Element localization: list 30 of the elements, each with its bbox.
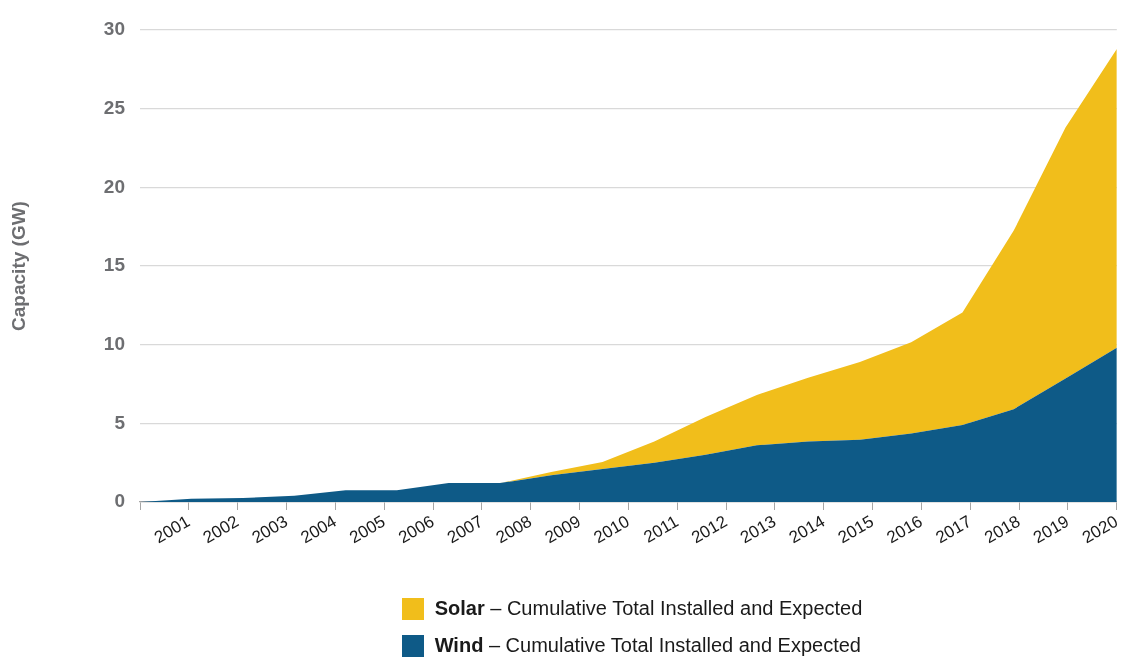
x-tick-label: 2012 — [688, 511, 731, 548]
x-tick-label: 2001 — [150, 511, 194, 548]
x-tick-label: 2008 — [492, 511, 536, 548]
x-tick-label: 2004 — [297, 511, 340, 548]
y-tick-label: 25 — [103, 96, 126, 118]
y-tick-label: 10 — [103, 332, 125, 354]
legend-label: Wind – Cumulative Total Installed and Expected — [434, 634, 861, 657]
y-axis-title: Capacity (GW) — [7, 201, 29, 331]
x-tick-label: 2005 — [346, 511, 389, 548]
x-tick-label: 2018 — [981, 511, 1024, 548]
x-tick-label: 2009 — [541, 511, 584, 548]
x-tick-label: 2015 — [834, 511, 877, 548]
x-tick-label: 2003 — [248, 511, 291, 548]
x-tick-label: 2006 — [395, 511, 438, 548]
x-tick-label: 2016 — [883, 511, 926, 548]
legend-label: Solar – Cumulative Total Installed and Expected — [434, 597, 863, 620]
x-tick-label: 2013 — [737, 511, 780, 548]
x-tick-label: 2007 — [443, 511, 487, 548]
x-tick-label: 2011 — [640, 511, 682, 547]
y-tick-label: 5 — [114, 411, 126, 433]
y-tick-label: 30 — [103, 18, 125, 40]
x-tick-label: 2014 — [785, 511, 829, 548]
y-tick-label: 0 — [114, 490, 125, 512]
x-tick-label: 2010 — [590, 511, 633, 548]
y-tick-label: 15 — [103, 254, 126, 276]
x-tick-label: 2017 — [932, 511, 975, 548]
x-tick-label: 2020 — [1078, 511, 1122, 548]
y-tick-label: 20 — [103, 175, 125, 197]
x-tick-label: 2019 — [1030, 511, 1073, 548]
x-tick-label: 2002 — [199, 511, 243, 548]
